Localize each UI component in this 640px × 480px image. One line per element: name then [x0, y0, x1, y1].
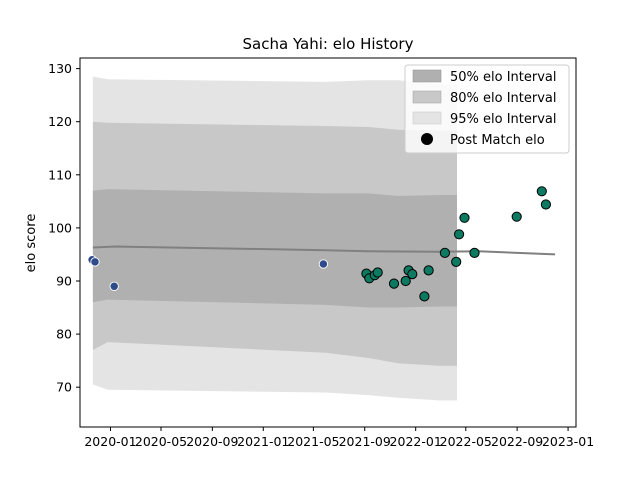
y-tick-label: 130: [48, 61, 72, 76]
legend-label-95: 95% elo Interval: [450, 112, 557, 127]
x-tick-label: 2021-09: [339, 434, 391, 449]
legend-frame: [404, 64, 570, 154]
elo-point: [439, 247, 450, 258]
x-tick-label: 2022-05: [440, 434, 492, 449]
legend-swatch-95: [412, 111, 442, 125]
elo-point: [454, 229, 465, 240]
elo-point: [511, 211, 522, 222]
y-tick-label: 120: [48, 114, 72, 129]
plot-area: [79, 57, 577, 428]
elo-point: [400, 275, 411, 287]
legend-swatch-50: [412, 69, 442, 83]
elo-point: [109, 281, 119, 291]
elo-point: [423, 265, 434, 276]
y-axis-label: elo score: [24, 214, 39, 273]
chart-title: Sacha Yahi: elo History: [243, 35, 414, 53]
legend-label-50: 50% elo Interval: [450, 70, 557, 85]
post-match-points: [87, 186, 552, 302]
legend-label-80: 80% elo Interval: [450, 91, 557, 106]
legend-label-points: Post Match elo: [450, 133, 545, 148]
y-tick-label: 90: [56, 273, 72, 288]
plot-frame: [79, 57, 577, 428]
elo-point: [540, 199, 552, 210]
x-tick-label: 2021-01: [237, 434, 289, 449]
x-tick-label: 2020-01: [84, 434, 136, 449]
legend-swatch-80: [412, 90, 442, 104]
y-axis: 70 80 90 100 110 120 130: [48, 61, 80, 395]
x-tick-label: 2020-05: [135, 434, 187, 449]
y-tick-label: 110: [48, 167, 72, 182]
elo-point: [451, 256, 462, 267]
x-tick-label: 2023-01: [542, 434, 594, 449]
y-tick-label: 80: [56, 327, 72, 342]
legend: 50% elo Interval 80% elo Interval 95% el…: [404, 64, 570, 154]
confidence-bands: [92, 76, 458, 401]
band-50: [92, 189, 458, 308]
x-tick-label: 2020-09: [186, 434, 238, 449]
elo-point: [469, 247, 480, 258]
legend-marker-point: [421, 133, 433, 145]
x-tick-label: 2022-01: [390, 434, 442, 449]
elo-point: [372, 267, 383, 278]
y-tick-label: 100: [48, 220, 72, 235]
elo-point: [90, 257, 100, 267]
y-tick-label: 70: [56, 380, 72, 395]
x-tick-label: 2021-05: [287, 434, 339, 449]
elo-point: [536, 186, 547, 197]
elo-point: [318, 259, 329, 269]
elo-point: [419, 291, 430, 302]
elo-point: [459, 212, 470, 223]
elo-point: [388, 278, 400, 289]
elo-point: [407, 269, 418, 280]
x-tick-label: 2022-09: [491, 434, 543, 449]
